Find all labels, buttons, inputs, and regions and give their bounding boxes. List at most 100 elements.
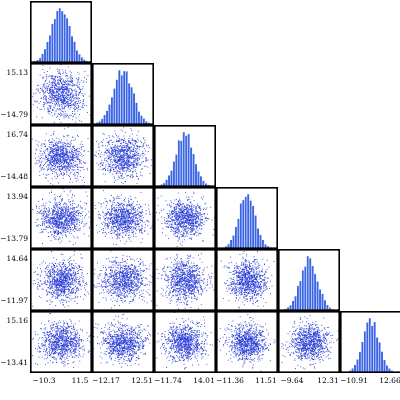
- scatter-point: [126, 171, 127, 173]
- scatter-point: [66, 94, 68, 96]
- scatter-point: [124, 211, 126, 213]
- scatter-point: [121, 227, 122, 228]
- scatter-point: [122, 224, 123, 226]
- scatter-point: [68, 83, 70, 85]
- scatter-point: [71, 215, 73, 217]
- scatter-point: [106, 205, 107, 206]
- scatter-point: [75, 214, 77, 216]
- scatter-point: [61, 167, 63, 169]
- scatter-point: [79, 92, 81, 93]
- scatter-point: [48, 159, 50, 161]
- scatter-point: [173, 234, 175, 236]
- scatter-point: [127, 160, 129, 161]
- scatter-point: [139, 205, 141, 207]
- scatter-point: [130, 212, 132, 214]
- scatter-point: [115, 159, 117, 161]
- scatter-point: [196, 235, 198, 237]
- scatter-point: [123, 216, 125, 218]
- scatter-point: [64, 229, 65, 231]
- scatter-point: [66, 222, 68, 224]
- scatter-point: [59, 204, 61, 206]
- scatter-point: [53, 144, 54, 145]
- scatter-point: [56, 100, 58, 101]
- scatter-point: [33, 93, 35, 94]
- scatter-point: [68, 146, 69, 147]
- scatter-point: [135, 220, 137, 222]
- scatter-point: [186, 231, 188, 233]
- scatter-point: [48, 105, 50, 106]
- hist-bar: [43, 48, 47, 63]
- scatter-point: [118, 216, 120, 218]
- scatter-point: [139, 155, 141, 157]
- scatter-point: [138, 145, 140, 147]
- hist-bar: [192, 153, 196, 187]
- scatter-point: [109, 215, 111, 216]
- scatter-point: [111, 144, 113, 146]
- scatter-point: [60, 153, 61, 155]
- scatter-point: [119, 205, 121, 207]
- scatter-point: [80, 102, 81, 103]
- scatter-point: [68, 225, 70, 227]
- scatter-point: [80, 91, 81, 92]
- scatter-point: [129, 221, 131, 223]
- scatter-point: [55, 99, 57, 100]
- scatter-point: [111, 147, 113, 148]
- scatter-point: [127, 221, 129, 222]
- scatter-point: [52, 108, 54, 110]
- scatter-point: [137, 223, 138, 225]
- scatter-point: [74, 224, 76, 226]
- scatter-point: [62, 206, 64, 208]
- scatter-point: [34, 163, 36, 165]
- scatter-point: [193, 204, 195, 206]
- hist-bar: [316, 281, 320, 311]
- scatter-point: [69, 216, 71, 218]
- scatter-point: [53, 150, 54, 152]
- scatter-point: [52, 171, 54, 172]
- scatter-point: [54, 197, 56, 199]
- scatter-point: [57, 101, 59, 103]
- scatter-point: [80, 213, 81, 214]
- scatter-point: [129, 170, 131, 172]
- scatter-point: [46, 89, 48, 91]
- scatter-point: [74, 228, 76, 229]
- scatter-point: [117, 210, 119, 211]
- scatter-point: [44, 95, 46, 96]
- hist-bar: [234, 226, 238, 249]
- scatter-point: [58, 160, 60, 162]
- scatter-point: [134, 169, 136, 171]
- scatter-point: [98, 202, 100, 204]
- scatter-point: [120, 223, 122, 225]
- scatter-point: [63, 152, 65, 154]
- scatter-point: [66, 170, 68, 172]
- scatter-point: [179, 219, 181, 221]
- scatter-point: [115, 152, 117, 154]
- scatter-point: [98, 168, 100, 170]
- scatter-point: [81, 154, 83, 155]
- scatter-point: [128, 156, 130, 158]
- scatter-point: [59, 203, 61, 204]
- scatter-point: [127, 212, 129, 214]
- scatter-point: [54, 202, 56, 204]
- scatter-point: [119, 204, 121, 205]
- scatter-point: [73, 106, 75, 108]
- scatter-point: [195, 230, 196, 232]
- scatter-point: [135, 197, 137, 199]
- scatter-point: [106, 214, 107, 216]
- scatter-point: [62, 230, 64, 232]
- scatter-point: [117, 150, 118, 151]
- scatter-point: [170, 200, 172, 202]
- scatter-point: [112, 220, 114, 222]
- scatter-point: [53, 235, 55, 236]
- scatter-point: [134, 152, 136, 154]
- scatter-point: [191, 231, 192, 233]
- scatter-point: [73, 166, 75, 168]
- scatter-point: [52, 82, 53, 84]
- hist-bar: [187, 133, 191, 187]
- hist-bar: [189, 147, 193, 187]
- scatter-point: [52, 145, 54, 147]
- scatter-point: [61, 217, 63, 219]
- scatter-point: [95, 155, 97, 157]
- scatter-point: [45, 154, 46, 156]
- scatter-point: [67, 94, 69, 95]
- scatter-point: [41, 221, 43, 222]
